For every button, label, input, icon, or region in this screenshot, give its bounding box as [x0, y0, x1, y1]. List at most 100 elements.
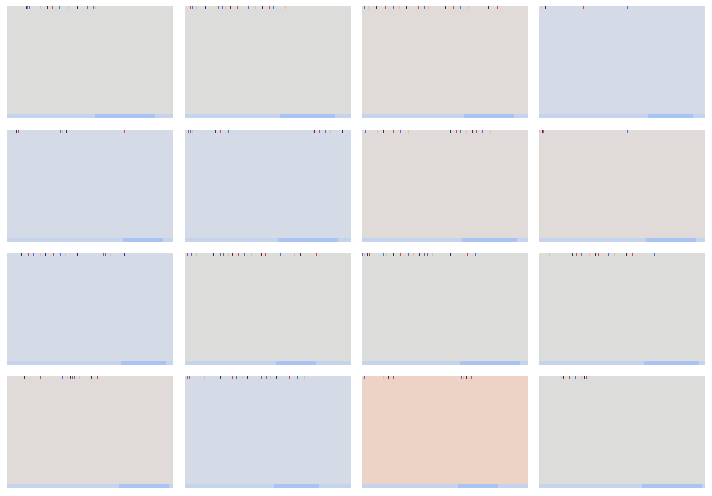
bottom-strip	[362, 484, 528, 488]
color-tick	[393, 253, 394, 256]
color-tick	[490, 130, 491, 133]
bottom-strip-accent	[274, 484, 319, 488]
bottom-strip	[362, 238, 528, 242]
color-tick	[213, 253, 214, 256]
color-tick	[27, 6, 28, 9]
bottom-strip	[185, 238, 351, 242]
thumbnail-tile[interactable]	[539, 253, 705, 365]
color-tick	[24, 376, 25, 379]
color-tick	[188, 130, 189, 133]
color-tick	[450, 253, 451, 256]
color-tick	[393, 130, 394, 133]
thumbnail-tile[interactable]	[539, 6, 705, 118]
color-tick	[280, 253, 281, 256]
color-tick	[626, 253, 627, 256]
color-tick	[393, 376, 394, 379]
color-tick	[386, 253, 387, 256]
color-tick	[385, 6, 386, 9]
color-tick	[45, 253, 46, 256]
thumbnail-tile[interactable]	[362, 376, 528, 488]
thumbnail-tile[interactable]	[362, 253, 528, 365]
color-tick	[228, 130, 229, 133]
bottom-strip	[7, 114, 173, 118]
bottom-strip-accent	[460, 361, 520, 365]
color-tick	[77, 253, 78, 256]
thumbnail-tile[interactable]	[185, 253, 351, 365]
color-tick	[608, 253, 609, 256]
color-tick	[456, 130, 457, 133]
thumbnail-tile[interactable]	[7, 130, 173, 242]
color-tick	[598, 253, 599, 256]
color-tick	[460, 130, 461, 133]
color-tick	[589, 253, 590, 256]
color-tick	[432, 253, 433, 256]
color-tick	[369, 253, 370, 256]
color-tick	[215, 130, 216, 133]
thumbnail-tile[interactable]	[185, 130, 351, 242]
color-tick	[294, 253, 295, 256]
thumbnail-tile[interactable]	[185, 6, 351, 118]
thumbnail-tile[interactable]	[362, 130, 528, 242]
thumbnail-tile[interactable]	[539, 130, 705, 242]
bottom-strip	[185, 114, 351, 118]
color-tick	[248, 6, 249, 9]
color-tick	[561, 376, 562, 379]
bottom-strip	[539, 484, 705, 488]
color-tick	[65, 253, 66, 256]
thumbnail-tile[interactable]	[7, 376, 173, 488]
color-tick	[189, 376, 190, 379]
color-tick	[541, 6, 542, 9]
color-tick	[242, 376, 243, 379]
color-tick	[304, 376, 305, 379]
color-tick	[47, 6, 48, 9]
color-tick	[40, 6, 41, 9]
color-tick	[583, 6, 584, 9]
bottom-strip	[539, 238, 705, 242]
color-tick	[105, 253, 106, 256]
color-tick	[192, 130, 193, 133]
color-tick	[581, 376, 582, 379]
color-tick	[26, 6, 27, 9]
color-tick	[270, 376, 271, 379]
color-tick	[627, 130, 628, 133]
color-tick	[87, 6, 88, 9]
color-tick	[482, 130, 483, 133]
color-tick	[297, 376, 298, 379]
bottom-strip-accent	[644, 361, 699, 365]
color-tick	[220, 130, 221, 133]
color-tick	[266, 376, 267, 379]
bottom-strip	[539, 114, 705, 118]
bottom-strip-accent	[95, 114, 155, 118]
thumbnail-tile[interactable]	[362, 6, 528, 118]
color-tick	[569, 376, 570, 379]
color-tick	[285, 6, 286, 9]
bottom-strip-accent	[642, 484, 702, 488]
color-tick	[364, 6, 365, 9]
color-tick	[330, 130, 331, 133]
color-tick	[539, 130, 540, 133]
bottom-strip-accent	[646, 238, 696, 242]
color-tick	[60, 253, 61, 256]
color-tick	[62, 376, 63, 379]
color-tick	[400, 253, 401, 256]
thumbnail-tile[interactable]	[539, 376, 705, 488]
bottom-strip	[185, 484, 351, 488]
thumbnail-tile[interactable]	[7, 253, 173, 365]
color-tick	[383, 376, 384, 379]
thumbnail-tile[interactable]	[7, 6, 173, 118]
color-tick	[255, 6, 256, 9]
color-tick	[247, 376, 248, 379]
color-tick	[497, 6, 498, 9]
color-tick	[192, 6, 193, 9]
color-tick	[91, 376, 92, 379]
color-tick	[59, 6, 60, 9]
thumbnail-tile[interactable]	[185, 376, 351, 488]
color-tick	[204, 376, 205, 379]
color-tick	[542, 130, 543, 133]
color-tick	[413, 253, 414, 256]
color-tick	[95, 6, 96, 9]
color-tick	[471, 376, 472, 379]
color-tick	[424, 253, 425, 256]
color-tick	[627, 6, 628, 9]
